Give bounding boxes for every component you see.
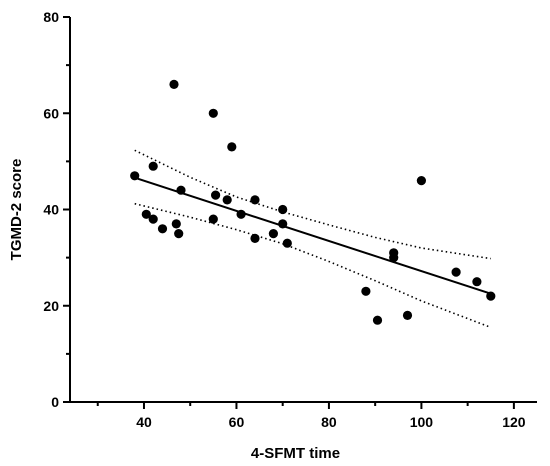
data-point — [451, 267, 461, 277]
ci-lower-line — [134, 202, 492, 329]
data-point — [361, 286, 371, 296]
y-tick-label: 20 — [43, 298, 59, 314]
x-tick-label: 60 — [229, 414, 245, 430]
regression-line-group — [134, 176, 492, 295]
data-point — [148, 214, 158, 224]
regression-line — [134, 176, 492, 295]
data-point — [157, 224, 168, 234]
axes: 0 20 40 60 80 40 60 80 100 120 — [43, 9, 537, 430]
y-tick-label: 80 — [43, 9, 59, 25]
data-point — [169, 79, 179, 89]
data-point — [227, 142, 237, 152]
data-points — [130, 79, 496, 325]
data-point — [372, 315, 383, 325]
data-point — [268, 229, 278, 239]
data-point — [211, 190, 221, 200]
confidence-bands — [134, 149, 492, 329]
data-point — [472, 277, 482, 287]
x-tick-label: 40 — [136, 414, 152, 430]
data-point — [278, 219, 288, 229]
data-point — [208, 108, 218, 118]
data-point — [402, 310, 413, 320]
data-point — [148, 161, 158, 171]
y-tick-label: 40 — [43, 202, 59, 218]
data-point — [222, 195, 232, 205]
data-point — [130, 171, 140, 181]
data-point — [236, 209, 246, 219]
data-point — [176, 185, 186, 195]
x-tick-label: 80 — [321, 414, 337, 430]
x-axis-title: 4-SFMT time — [251, 445, 340, 462]
ci-upper-line — [134, 149, 491, 260]
data-point — [250, 233, 260, 243]
data-point — [416, 176, 426, 186]
data-point — [282, 238, 292, 248]
y-tick-label: 0 — [51, 394, 59, 410]
data-point — [278, 204, 288, 215]
data-point — [208, 214, 218, 224]
data-point — [141, 209, 151, 219]
data-point — [486, 291, 496, 301]
data-point — [250, 195, 260, 205]
y-axis-title: TGMD-2 score — [8, 159, 25, 261]
data-point — [174, 229, 184, 239]
y-tick-label: 60 — [43, 105, 59, 121]
data-point — [389, 253, 399, 263]
data-point — [171, 219, 181, 229]
x-tick-label: 100 — [410, 414, 434, 430]
x-tick-label: 120 — [502, 414, 526, 430]
